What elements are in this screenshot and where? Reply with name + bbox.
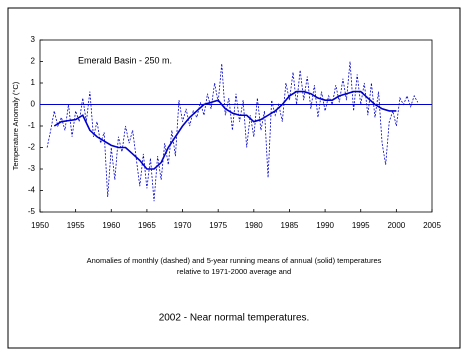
y-tick-label: 1 bbox=[31, 78, 36, 87]
annotation: Emerald Basin - 250 m. bbox=[78, 55, 172, 65]
footnote: 2002 - Near normal temperatures. bbox=[159, 313, 310, 324]
plot-frame bbox=[39, 39, 433, 213]
y-tick-label: -2 bbox=[28, 143, 36, 152]
x-tick-label: 1970 bbox=[174, 221, 192, 230]
y-tick-label: -5 bbox=[28, 207, 36, 216]
x-tick-label: 1960 bbox=[102, 221, 120, 230]
x-tick-label: 1955 bbox=[67, 221, 85, 230]
y-tick-label: -3 bbox=[28, 164, 36, 173]
y-tick-label: 0 bbox=[31, 100, 36, 109]
x-tick-label: 1975 bbox=[209, 221, 227, 230]
outer-border bbox=[7, 7, 461, 349]
x-tick-label: 1985 bbox=[281, 221, 299, 230]
x-tick-label: 1950 bbox=[31, 221, 49, 230]
x-tick-label: 1965 bbox=[138, 221, 156, 230]
x-tick-label: 1990 bbox=[316, 221, 334, 230]
y-tick-label: 2 bbox=[31, 57, 36, 66]
caption-line: Anomalies of monthly (dashed) and 5-year… bbox=[87, 256, 382, 265]
running-mean-line bbox=[53, 90, 397, 170]
y-tick-label: -4 bbox=[28, 186, 36, 195]
x-tick-label: 1980 bbox=[245, 221, 263, 230]
x-tick-label: 2005 bbox=[423, 221, 441, 230]
monthly-line bbox=[46, 61, 419, 202]
x-tick-label: 2000 bbox=[387, 221, 405, 230]
y-tick-label: 3 bbox=[31, 35, 36, 44]
y-tick-label: -1 bbox=[28, 121, 36, 130]
x-tick-label: 1995 bbox=[352, 221, 370, 230]
y-axis-label: Temperature Anomaly (°C) bbox=[11, 81, 20, 170]
caption-line: relative to 1971-2000 average and bbox=[177, 267, 291, 276]
